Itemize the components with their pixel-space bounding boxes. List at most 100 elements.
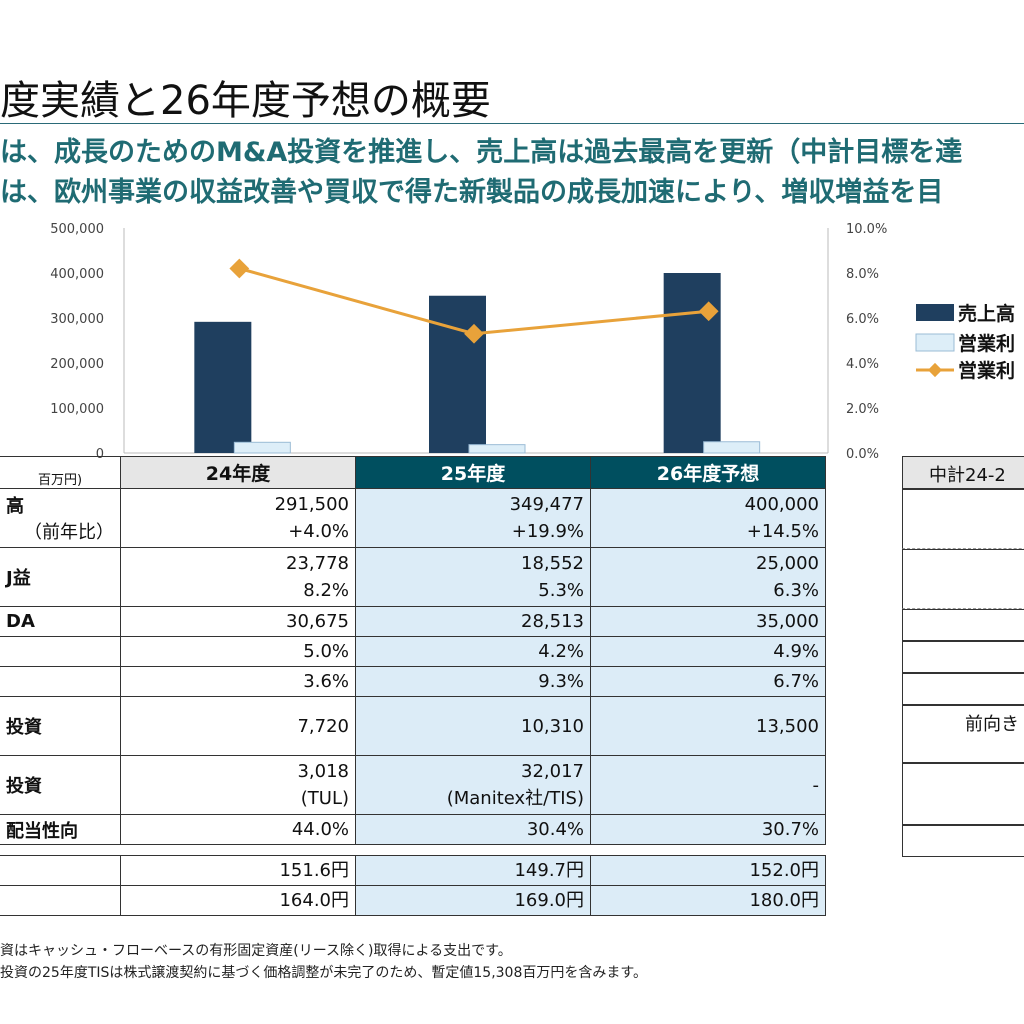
row-label bbox=[0, 855, 121, 886]
cell-24: 30,675 bbox=[120, 606, 356, 637]
fx-row: 151.6円 149.7円 152.0円 bbox=[0, 855, 826, 886]
cell-value: 349,477 bbox=[509, 494, 584, 515]
cell-value: +14.5% bbox=[746, 521, 819, 542]
page-title: 度実績と26年度予想の概要 bbox=[0, 78, 491, 124]
cell-value: 291,500 bbox=[274, 494, 349, 515]
row-label-text: DA bbox=[6, 611, 35, 632]
cell-26: 400,000 +14.5% bbox=[590, 488, 826, 548]
cell-value: 3,018 bbox=[297, 761, 349, 782]
row-label: 投資 bbox=[0, 696, 121, 756]
line-point bbox=[464, 323, 484, 344]
cell-value: 5.3% bbox=[538, 580, 584, 601]
cell-value: 400,000 bbox=[744, 494, 819, 515]
combo-chart: 0 100,000 200,000 300,000 400,000 500,000 0.0%… bbox=[50, 222, 1015, 460]
left-tick-label: 100,000 bbox=[50, 402, 104, 417]
table-row: 投資 7,720 10,310 13,500 bbox=[0, 696, 826, 756]
cell-value: 9.3% bbox=[538, 671, 584, 692]
gap-cell bbox=[120, 844, 356, 856]
cell-value: 35,000 bbox=[756, 611, 819, 632]
header-24: 24年度 bbox=[120, 456, 356, 489]
gap-cell bbox=[590, 844, 826, 856]
cell-value: (TUL) bbox=[300, 788, 349, 809]
right-tick-label: 6.0% bbox=[846, 312, 879, 327]
right-tick-label: 0.0% bbox=[846, 447, 879, 460]
cell-25: 18,552 5.3% bbox=[355, 547, 591, 607]
cell-25: 9.3% bbox=[355, 666, 591, 697]
legend-label-2: 営業利 bbox=[958, 332, 1015, 355]
cell-value: +19.9% bbox=[511, 521, 584, 542]
row-label: 配当性向 bbox=[0, 814, 121, 845]
mid-plan-row4 bbox=[902, 641, 1024, 673]
cell-25: 10,310 bbox=[355, 696, 591, 756]
row-label-text: 投資 bbox=[6, 776, 42, 797]
right-tick-label: 10.0% bbox=[846, 222, 887, 237]
bar-営業利 bbox=[233, 441, 291, 454]
cell-25: 30.4% bbox=[355, 814, 591, 845]
cell-26: 25,000 6.3% bbox=[590, 547, 826, 607]
right-tick-label: 4.0% bbox=[846, 357, 879, 372]
cell-value: 8.2% bbox=[303, 580, 349, 601]
bar-営業利 bbox=[703, 441, 761, 454]
cell-26: 13,500 bbox=[590, 696, 826, 756]
cell-value: 3.6% bbox=[303, 671, 349, 692]
cell-value: 18,552 bbox=[521, 553, 584, 574]
row-label-text: J益 bbox=[6, 568, 31, 589]
cell-26: 35,000 bbox=[590, 606, 826, 637]
bar-売上高 bbox=[663, 273, 721, 453]
cell-25: 4.2% bbox=[355, 636, 591, 667]
cell-24: 291,500 +4.0% bbox=[120, 488, 356, 548]
cell-26: 180.0円 bbox=[590, 885, 826, 916]
legend-swatch-marker bbox=[927, 362, 943, 378]
table-row: 3.6% 9.3% 6.7% bbox=[0, 666, 826, 697]
row-sublabel: （前年比） bbox=[24, 522, 114, 543]
cell-value: 149.7円 bbox=[514, 860, 584, 881]
table-row: 投資 3,018 (TUL) 32,017 (Manitex社/TIS) - bbox=[0, 755, 826, 815]
mid-plan-row7 bbox=[902, 763, 1024, 825]
cell-value: 6.3% bbox=[773, 580, 819, 601]
cell-24: 5.0% bbox=[120, 636, 356, 667]
mid-plan-ebitda bbox=[902, 609, 1024, 641]
cell-26: 152.0円 bbox=[590, 855, 826, 886]
cell-26: 30.7% bbox=[590, 814, 826, 845]
table-row: 配当性向 44.0% 30.4% 30.7% bbox=[0, 814, 826, 845]
subtitle-1: は、成長のためのM&A投資を推進し、売上高は過去最高を更新（中計目標を達 bbox=[0, 137, 963, 168]
cell-value: 180.0円 bbox=[749, 890, 819, 911]
table-row: DA 30,675 28,513 35,000 bbox=[0, 606, 826, 637]
bar-売上高 bbox=[194, 321, 252, 453]
cell-value: 10,310 bbox=[521, 715, 584, 737]
footnote-2: 投資の25年度TISは株式譲渡契約に基づく価格調整が未完了のため、暫定値15,3… bbox=[0, 965, 647, 981]
mid-plan-row5 bbox=[902, 673, 1024, 705]
row-label bbox=[0, 885, 121, 916]
cell-value: - bbox=[812, 774, 820, 796]
table-gap bbox=[0, 844, 826, 856]
cell-26: 6.7% bbox=[590, 666, 826, 697]
cell-value: 23,778 bbox=[286, 553, 349, 574]
cell-24: 151.6円 bbox=[120, 855, 356, 886]
cell-value: (Manitex社/TIS) bbox=[446, 788, 584, 809]
cell-value: 4.2% bbox=[538, 641, 584, 662]
legend-label-1: 売上高 bbox=[958, 302, 1015, 325]
table-row: 5.0% 4.2% 4.9% bbox=[0, 636, 826, 667]
cell-value: 6.7% bbox=[773, 671, 819, 692]
unit-label: 百万円) bbox=[0, 456, 121, 489]
cell-value: 30,675 bbox=[286, 611, 349, 632]
cell-value: 152.0円 bbox=[749, 860, 819, 881]
cell-value: 7,720 bbox=[297, 715, 349, 737]
row-label-text: 配当性向 bbox=[6, 820, 78, 842]
cell-value: 4.9% bbox=[773, 641, 819, 662]
cell-value: 164.0円 bbox=[279, 890, 349, 911]
title-divider bbox=[0, 123, 1024, 124]
subtitle-2: は、欧州事業の収益改善や買収で得た新製品の成長加速により、増収増益を目 bbox=[0, 177, 944, 208]
row-label-text: 投資 bbox=[6, 717, 42, 738]
bar-売上高 bbox=[429, 295, 486, 453]
cell-25: 349,477 +19.9% bbox=[355, 488, 591, 548]
left-tick-label: 400,000 bbox=[50, 267, 104, 282]
legend-swatch-bar1 bbox=[916, 304, 954, 321]
cell-value: 44.0% bbox=[291, 819, 349, 840]
mid-plan-header: 中計24-2 bbox=[902, 456, 1024, 489]
chart-bars bbox=[194, 273, 761, 454]
cell-value: 169.0円 bbox=[514, 890, 584, 911]
row-label: 高（前年比） bbox=[0, 488, 121, 548]
cell-24: 7,720 bbox=[120, 696, 356, 756]
cell-value: 5.0% bbox=[303, 641, 349, 662]
